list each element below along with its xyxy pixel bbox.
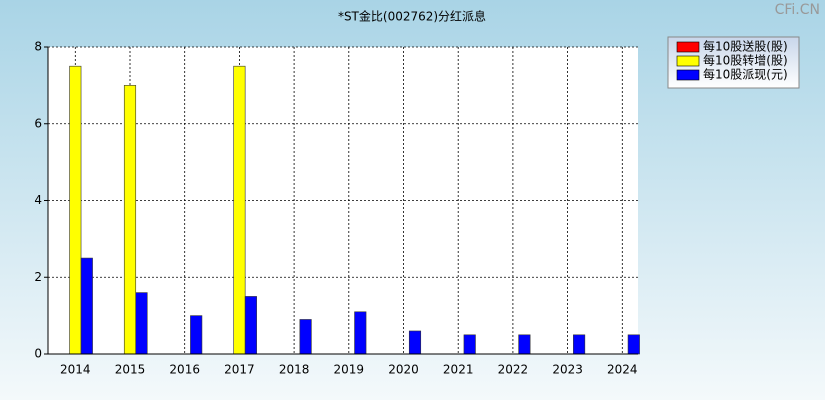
y-tick-label: 2 [34,270,42,284]
bar [123,85,137,355]
bar [190,315,203,355]
x-tick-label: 2015 [115,363,146,377]
x-tick-label: 2017 [224,363,255,377]
bar [354,311,367,355]
legend-swatch [676,55,700,67]
x-tick-label: 2016 [169,363,200,377]
bar [244,296,257,355]
legend-label: 每10股转增(股) [703,53,788,68]
legend-label: 每10股送股(股) [703,39,788,54]
bar [233,65,246,355]
x-tick-label: 2014 [60,363,91,377]
x-tick-label: 2022 [498,363,529,377]
legend-swatch [676,69,700,81]
watermark: CFi.CN [775,2,820,18]
legend-swatch [676,41,700,53]
bar [627,334,640,355]
x-tick-label: 2023 [552,363,583,377]
x-tick-label: 2024 [607,363,638,377]
x-tick-label: 2020 [388,363,419,377]
y-tick-label: 0 [34,347,42,361]
bar [80,257,93,355]
bar [573,334,586,355]
bar [69,65,82,355]
x-tick-label: 2018 [279,363,310,377]
x-tick-label: 2021 [443,363,474,377]
bar [299,319,312,355]
legend-label: 每10股派现(元) [703,67,788,82]
bar [463,334,476,355]
chart-title: *ST金比(002762)分红派息 [338,9,486,24]
y-tick-label: 6 [34,116,42,130]
bar [518,334,531,355]
y-tick-label: 4 [34,193,42,207]
bar [135,292,148,355]
x-tick-label: 2019 [334,363,365,377]
y-tick-label: 8 [34,40,42,54]
bar [408,330,422,355]
